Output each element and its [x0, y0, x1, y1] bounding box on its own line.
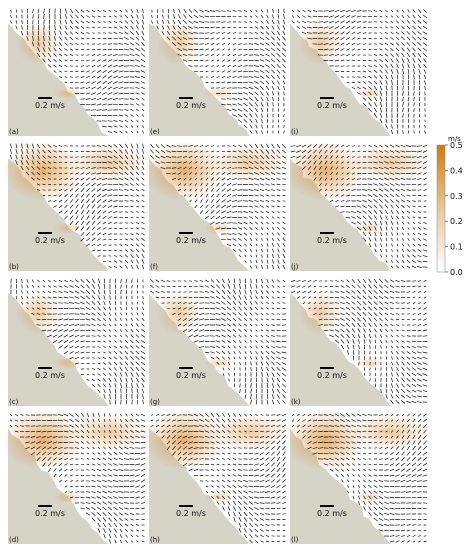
panel-label: (j) — [291, 263, 299, 271]
colorbar-tick-label: 0.2 — [450, 217, 463, 226]
panel: 0.2 m/s (a) — [8, 8, 146, 136]
colorbar-tick-label: 0.1 — [450, 243, 463, 252]
panel-label: (d) — [9, 536, 19, 544]
scale-label: 0.2 m/s — [317, 509, 347, 518]
panel: 0.2 m/s (j) — [285, 141, 430, 271]
panel-label: (f) — [150, 263, 158, 271]
speed-shading — [54, 222, 82, 234]
scale-label: 0.2 m/s — [317, 101, 347, 110]
speed-shading — [350, 414, 430, 450]
speed-shading — [68, 414, 148, 450]
panel: 0.2 m/s (b) — [3, 141, 148, 271]
panel: 0.2 m/s (h) — [144, 410, 289, 544]
scale-label: 0.2 m/s — [176, 371, 206, 380]
speed-shading — [350, 145, 430, 181]
velocity-vectors — [150, 278, 287, 405]
speed-shading — [54, 357, 82, 369]
colorbar-tick-label: 0.5 — [450, 141, 463, 150]
speed-shading — [298, 21, 342, 65]
scale-label: 0.2 m/s — [35, 509, 65, 518]
velocity-vectors — [290, 143, 428, 269]
scale-label: 0.2 m/s — [317, 371, 347, 380]
speed-shading — [157, 291, 201, 335]
scale-label: 0.2 m/s — [176, 101, 206, 110]
colorbar-unit: m/s — [448, 135, 461, 143]
velocity-vectors — [291, 413, 428, 543]
panel: 0.2 m/s (i) — [290, 8, 428, 136]
velocity-vectors — [9, 143, 145, 270]
velocity-vectors — [10, 278, 146, 405]
scale-label: 0.2 m/s — [317, 236, 347, 245]
speed-shading — [209, 414, 289, 450]
speed-shading — [3, 141, 83, 201]
speed-shading — [205, 357, 233, 369]
panel-label: (e) — [150, 128, 160, 136]
velocity-vectors — [151, 8, 286, 134]
colorbar-tick-label: 0.4 — [450, 166, 463, 175]
speed-shading — [3, 410, 83, 470]
panel-label: (a) — [9, 128, 19, 136]
panel: 0.2 m/s (d) — [3, 410, 148, 544]
panel-label: (h) — [150, 536, 160, 544]
panel-label: (b) — [9, 263, 19, 271]
velocity-vectors — [290, 278, 428, 405]
speed-shading — [54, 491, 82, 503]
scale-label: 0.2 m/s — [176, 509, 206, 518]
velocity-vectors — [150, 412, 287, 544]
panel: 0.2 m/s (k) — [290, 278, 428, 406]
speed-shading — [54, 87, 82, 99]
panel-label: (g) — [150, 398, 160, 406]
velocity-vectors — [291, 9, 428, 135]
colorbar-tick-label: 0.3 — [450, 192, 463, 201]
panel: 0.2 m/s (e) — [149, 8, 286, 136]
speed-shading — [298, 291, 342, 335]
colorbar-tick-label: 0.0 — [450, 268, 463, 277]
velocity-vectors — [149, 143, 287, 270]
panel-label: (k) — [291, 398, 301, 406]
panel-label: (c) — [9, 398, 19, 406]
colorbar — [436, 144, 446, 273]
panel-label: (i) — [291, 128, 299, 136]
velocity-vectors — [9, 8, 146, 134]
speed-shading — [144, 410, 224, 470]
speed-shading — [209, 145, 289, 181]
speed-shading — [205, 87, 233, 99]
scale-label: 0.2 m/s — [35, 371, 65, 380]
scale-label: 0.2 m/s — [35, 101, 65, 110]
speed-shading — [144, 141, 224, 201]
panel: 0.2 m/s (c) — [8, 278, 146, 406]
speed-shading — [356, 491, 384, 503]
speed-shading — [205, 491, 233, 503]
velocity-vectors — [9, 412, 146, 544]
speed-shading — [68, 145, 148, 181]
speed-shading — [285, 410, 365, 470]
speed-shading — [16, 291, 60, 335]
panel: 0.2 m/s (f) — [144, 141, 289, 271]
speed-shading — [285, 141, 365, 201]
panel: 0.2 m/s (g) — [149, 278, 287, 406]
speed-shading — [157, 21, 201, 65]
panel: 0.2 m/s (l) — [285, 410, 430, 544]
scale-label: 0.2 m/s — [176, 236, 206, 245]
scale-label: 0.2 m/s — [35, 236, 65, 245]
panel-label: (l) — [291, 536, 299, 544]
